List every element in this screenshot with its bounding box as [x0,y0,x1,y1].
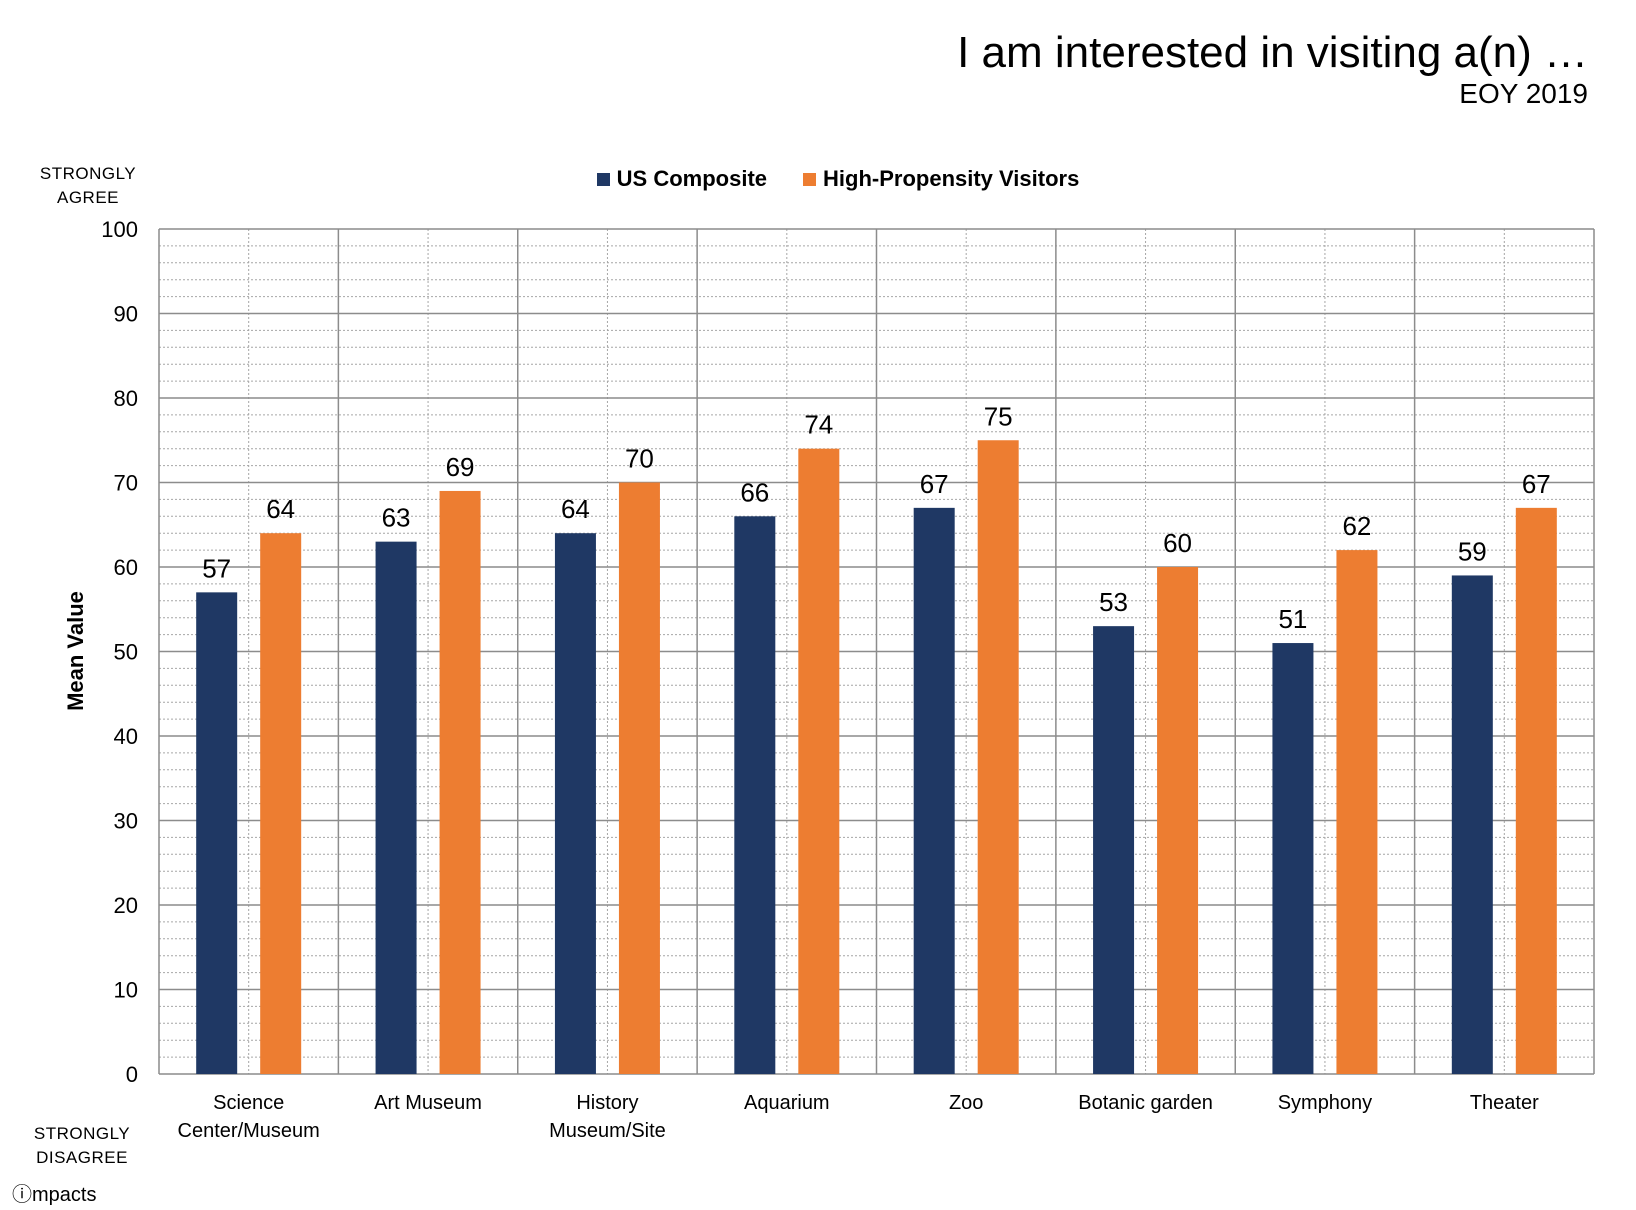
x-tick-label-line: Center/Museum [178,1120,320,1142]
y-tick-label: 70 [114,471,138,496]
scale-top-label: STRONGLY AGREE [39,164,137,207]
legend-swatch-high-propensity [803,172,817,186]
x-tick-label-line: Symphony [1278,1092,1373,1114]
x-tick-label: Symphony [1278,1092,1373,1114]
data-label: 60 [1163,528,1192,558]
data-label: 63 [382,503,411,533]
y-tick-label: 90 [114,302,138,327]
y-tick-label: 100 [101,217,138,242]
scale-bottom-label: STRONGLY DISAGREE [33,1124,131,1167]
data-label: 69 [446,452,475,482]
data-label: 53 [1099,587,1128,617]
y-axis-title: Mean Value [63,591,88,711]
impacts-logo: ⓘmpacts [12,1184,97,1206]
y-tick-label: 60 [114,555,138,580]
y-tick-label: 20 [114,893,138,918]
bar [913,507,955,1075]
x-tick-label: Botanic garden [1078,1092,1213,1114]
x-tick-label-line: Zoo [949,1092,983,1114]
x-tick-label: Theater [1470,1092,1539,1114]
legend-label-us-composite: US Composite [616,166,768,191]
bar [1336,550,1378,1074]
chart-subtitle: EOY 2019 [1459,78,1588,109]
x-tick-label: Aquarium [744,1092,830,1114]
bar [1272,643,1314,1074]
data-label: 51 [1278,604,1307,634]
x-tick-label-line: Botanic garden [1078,1092,1213,1114]
x-tick-label: History Museum/Site [549,1092,666,1142]
x-tick-label: Science Center/Museum [178,1092,320,1142]
y-tick-label: 50 [114,640,138,665]
bar [1157,567,1199,1074]
data-label: 59 [1458,536,1487,566]
bar [1515,507,1557,1075]
bar [196,592,238,1074]
bar [554,533,596,1074]
data-label: 57 [202,553,231,583]
bar [260,533,302,1074]
bar [375,541,417,1074]
data-label: 66 [740,477,769,507]
data-label: 70 [625,444,654,474]
data-label: 64 [266,494,295,524]
bar [1451,575,1493,1074]
bar [798,448,840,1074]
x-tick-label-line: Art Museum [374,1092,482,1114]
legend-label-high-propensity: High-Propensity Visitors [823,166,1080,191]
legend-item-high-propensity: High-Propensity Visitors [803,166,1079,192]
data-label: 64 [561,494,590,524]
data-label: 67 [920,469,949,499]
x-tick-label: Zoo [949,1092,983,1114]
x-tick-label-line: History [576,1092,638,1114]
data-label: 62 [1342,511,1371,541]
x-tick-label: Art Museum [374,1092,482,1114]
y-tick-label: 10 [114,978,138,1003]
data-label: 75 [984,401,1013,431]
y-tick-label: 0 [126,1062,138,1087]
x-tick-label-line: Museum/Site [549,1120,666,1142]
legend-item-us-composite: US Composite [596,166,768,192]
bar [977,440,1019,1074]
x-tick-label-line: Aquarium [744,1092,830,1114]
bar [439,490,481,1074]
data-label: 74 [804,410,833,440]
bar [1093,626,1135,1074]
x-tick-label-line: Theater [1470,1092,1539,1114]
y-tick-label: 30 [114,809,138,834]
x-tick-label-line: Science [213,1092,284,1114]
y-tick-label: 40 [114,724,138,749]
chart-legend: US Composite High-Propensity Visitors [0,166,1636,192]
data-label: 67 [1522,469,1551,499]
bar [618,482,660,1074]
y-tick-label: 80 [114,386,138,411]
bar [734,516,776,1074]
legend-swatch-us-composite [596,172,610,186]
chart-title: I am interested in visiting a(n) … [957,28,1588,77]
